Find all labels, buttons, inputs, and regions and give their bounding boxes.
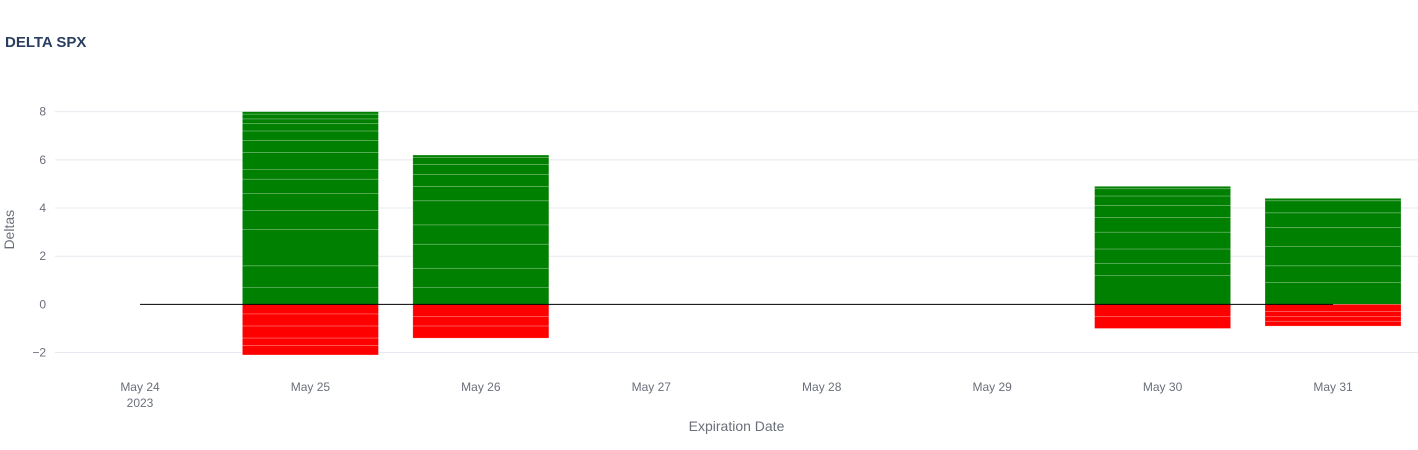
bar-segment[interactable] [412,316,550,327]
bar-segment[interactable] [242,178,379,194]
bar-segment[interactable] [1094,195,1231,206]
bar-segment[interactable] [242,287,379,305]
x-tick-label: May 29 [972,380,1012,394]
bar-segment[interactable] [1094,188,1231,197]
bar-segment[interactable] [242,113,379,120]
bar-segment[interactable] [242,337,379,346]
bar-segment[interactable] [1264,316,1402,322]
bar-segment[interactable] [242,325,379,339]
bar-segment[interactable] [412,243,550,269]
bar-segment[interactable] [412,325,550,339]
bar-segment[interactable] [1264,226,1402,247]
y-axis-title: Deltas [1,210,17,250]
bar-segment[interactable] [1094,275,1231,305]
bar-segment[interactable] [412,287,550,305]
bar-segment[interactable] [1094,186,1231,190]
y-tick-label: 4 [39,201,46,215]
y-tick-label: 0 [39,297,46,311]
bar-segment[interactable] [1094,304,1231,317]
bar-segment[interactable] [242,210,379,231]
bar-segment[interactable] [412,164,550,175]
bar-segment[interactable] [242,304,379,315]
y-tick-label: 2 [39,249,46,263]
bar-segment[interactable] [1264,198,1402,202]
bar-segment[interactable] [412,174,550,187]
bar-segment[interactable] [1264,311,1402,317]
y-tick-labels: −2 0 2 4 6 8 [32,105,46,360]
bars [242,111,1402,356]
bar-segment[interactable] [1264,320,1402,327]
bar-segment[interactable] [1094,217,1231,233]
x-tick-label: May 25 [291,380,331,394]
bar-segment[interactable] [1264,265,1402,283]
bar-segment[interactable] [1094,205,1231,218]
bar-segment[interactable] [1264,304,1402,312]
x-tick-label: May 31 [1313,380,1353,394]
bar-segment[interactable] [412,157,550,165]
x-tick-label: May 24 2023 [120,380,160,410]
bar-segment[interactable] [412,304,550,317]
bar-segment[interactable] [1094,316,1231,329]
bar-segment[interactable] [242,123,379,132]
bar-segment[interactable] [242,140,379,153]
x-axis-title: Expiration Date [689,418,785,434]
bar-segment[interactable] [1264,200,1402,214]
bar-segment[interactable] [412,267,550,288]
bar-segment[interactable] [1094,231,1231,250]
bar-segment[interactable] [242,229,379,267]
bar-segment[interactable] [242,111,379,115]
bar-segment[interactable] [412,154,550,158]
x-tick-label: May 27 [632,380,672,394]
bar-segment[interactable] [242,193,379,211]
x-tick-label: May 30 [1143,380,1183,394]
bar-segment[interactable] [1094,248,1231,264]
bar-segment[interactable] [1094,263,1231,276]
y-tick-label: −2 [32,346,46,360]
bar-segment[interactable] [242,313,379,327]
y-tick-label: 8 [39,105,46,119]
bar-segment[interactable] [242,345,379,356]
chart-title: DELTA SPX [5,34,87,51]
bar-segment[interactable] [1264,246,1402,267]
bar-segment[interactable] [1264,212,1402,228]
bar-segment[interactable] [1264,282,1402,305]
bar-segment[interactable] [412,224,550,245]
x-tick-labels: May 24 2023 May 25 May 26 May 27 May 28 May 29… [120,380,1353,410]
y-tick-label: 6 [39,153,46,167]
x-tick-label: May 26 [461,380,501,394]
bar-segment[interactable] [242,265,379,288]
x-tick-label: May 28 [802,380,842,394]
bar-segment[interactable] [242,152,379,170]
bar-segment[interactable] [242,118,379,125]
bar-segment[interactable] [242,169,379,180]
bar-segment[interactable] [412,186,550,202]
bar-segment[interactable] [412,200,550,226]
bar-segment[interactable] [242,130,379,141]
